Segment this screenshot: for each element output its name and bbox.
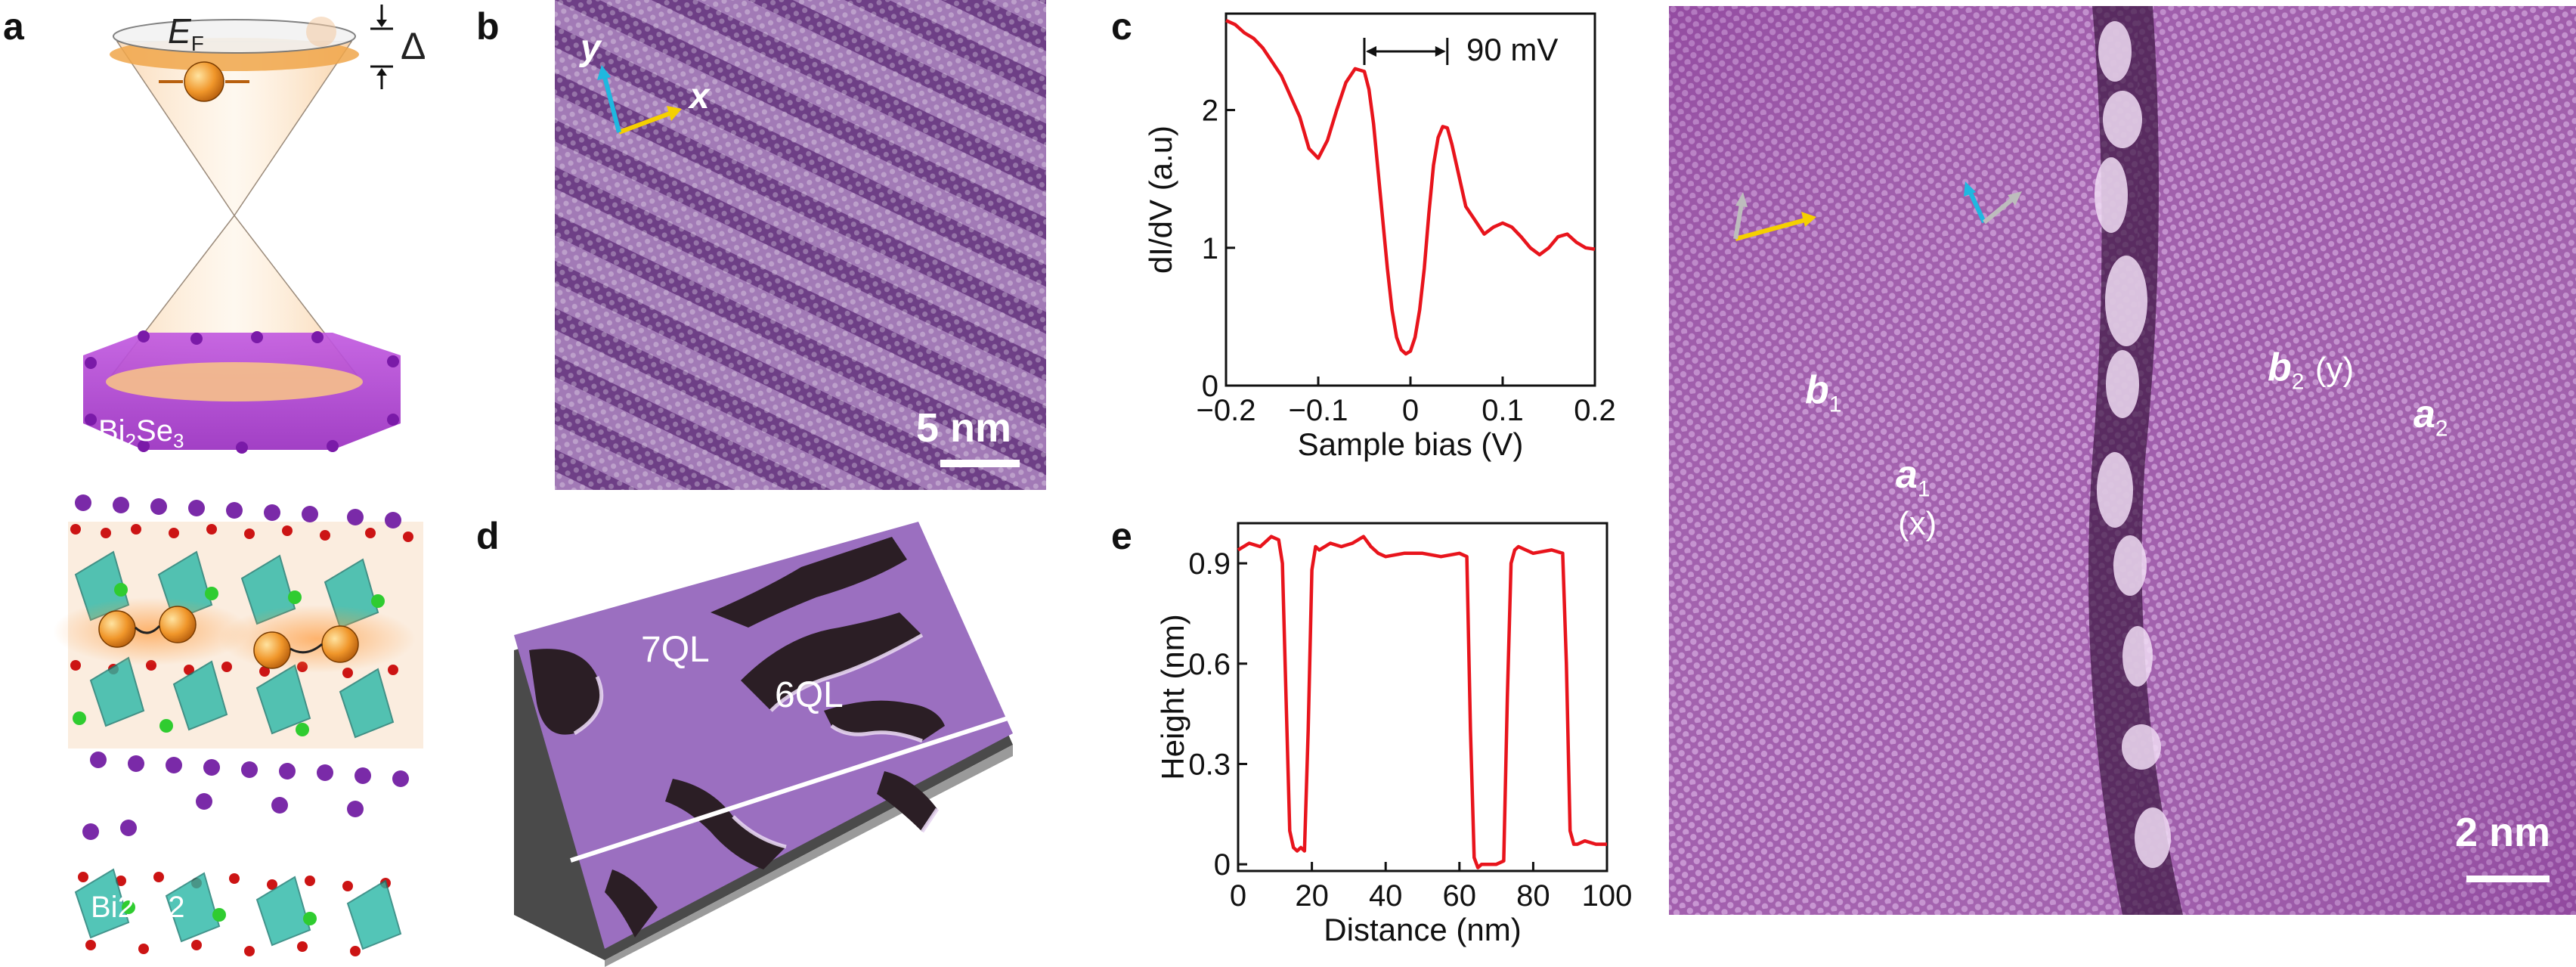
b1-label: b1 <box>1805 368 1842 417</box>
height-xtick-label: 80 <box>1516 879 1550 913</box>
didv-xtick-label: −0.2 <box>1197 394 1256 427</box>
y-axis-label: y <box>581 28 601 68</box>
height-plot-frame <box>1237 522 1608 872</box>
scalebar-label: 5 nm <box>916 405 1012 451</box>
fermi-plane <box>113 19 356 54</box>
height-xtick-label: 0 <box>1230 879 1246 913</box>
a2-vector-arrow <box>1983 197 2014 225</box>
didv-xtick-label: 0 <box>1402 394 1419 427</box>
didv-ylabel: dI/dV (a.u) <box>1143 126 1178 274</box>
label-7ql: 7QL <box>641 630 710 670</box>
panel-a-schematic: EF Δ Bi2Se3 Bi2212 <box>45 0 469 967</box>
panel-b-stm-image: y x 5 nm <box>555 0 1046 490</box>
a2-label: a2 <box>2413 392 2448 442</box>
height-ytick-label: 0.6 <box>1188 648 1231 681</box>
didv-xlabel: Sample bias (V) <box>1298 426 1524 462</box>
height-xtick-label: 20 <box>1295 879 1329 913</box>
b2-vector-arrow <box>1968 190 1986 224</box>
gap-annotation: 90 mV <box>1466 32 1559 67</box>
b2-label: b2 (y) <box>2268 346 2355 395</box>
height-ytick-label: 0 <box>1214 848 1231 882</box>
didv-ytick-label: 1 <box>1202 232 1218 265</box>
profile-line <box>570 707 1036 863</box>
gap-delta-label: Δ <box>401 25 426 67</box>
height-chart: 0 20 40 60 80 100 0 0.3 0.6 0.9 Distance (nm) Heigh… <box>1155 522 1633 947</box>
panel-label-e: e <box>1111 515 1132 557</box>
scalebar-2nm <box>2466 876 2550 882</box>
a1-axis-label: (x) <box>1898 505 1937 542</box>
bi2212-crystal <box>53 494 423 956</box>
panel-label-a: a <box>3 5 24 48</box>
didv-ytick-label: 2 <box>1202 95 1218 128</box>
x-axis-label: x <box>689 76 710 116</box>
didv-series-line <box>1225 19 1596 356</box>
height-xtick-label: 40 <box>1369 879 1403 913</box>
height-ylabel: Height (nm) <box>1155 614 1190 779</box>
b1-vector-arrow <box>1733 203 1744 240</box>
scalebar-5nm <box>940 460 1020 467</box>
height-xtick-label: 60 <box>1443 879 1477 913</box>
didv-ytick-label: 0 <box>1202 370 1218 403</box>
didv-plot-frame <box>1225 12 1596 387</box>
panel-label-b: b <box>476 5 500 48</box>
panel-e-height-profile: 0 20 40 60 80 100 0 0.3 0.6 0.9 Distance (nm) Heigh… <box>1134 507 1633 967</box>
scalebar-2nm-label: 2 nm <box>2455 810 2551 855</box>
height-xtick-label: 100 <box>1582 879 1633 913</box>
panel-label-d: d <box>476 515 500 557</box>
panel-label-c: c <box>1111 5 1132 48</box>
height-series-line <box>1237 535 1607 869</box>
a1-label: a1 <box>1896 453 1930 502</box>
fermi-energy-label: EF <box>168 11 204 56</box>
a1-vector-arrow <box>1735 218 1806 241</box>
x-axis-arrow <box>618 111 671 135</box>
height-ytick-label: 0.3 <box>1188 748 1231 781</box>
bi2se3-label: Bi2Se3 <box>98 414 184 452</box>
gap-arrows <box>370 5 393 89</box>
domain-boundary <box>2088 6 2183 915</box>
didv-xtick-label: 0.2 <box>1574 394 1616 427</box>
didv-chart: −0.2 −0.1 0 0.1 0.2 0 1 2 Sample bias (V) dI/dV (… <box>1143 12 1616 462</box>
panel-c-didv-chart: −0.2 −0.1 0 0.1 0.2 0 1 2 Sample bias (V) dI/dV (… <box>1134 0 1633 484</box>
didv-xtick-label: 0.1 <box>1482 394 1524 427</box>
panel-d-topography-3d: 7QL 6QL <box>514 514 1088 967</box>
bi2212-label: Bi2212 <box>91 891 185 924</box>
height-ytick-label: 0.9 <box>1188 547 1231 581</box>
pit-7ql <box>529 649 602 735</box>
label-6ql: 6QL <box>775 675 844 715</box>
boundary-clusters <box>2095 21 2171 868</box>
didv-xtick-label: −0.1 <box>1289 394 1348 427</box>
panel-f-atomic-stm: b1 a1 (x) b2 (y) a2 2 nm <box>1669 6 2576 915</box>
electron-ball-icon <box>184 61 224 102</box>
height-xlabel: Distance (nm) <box>1324 912 1521 947</box>
y-axis-arrow <box>602 76 621 133</box>
